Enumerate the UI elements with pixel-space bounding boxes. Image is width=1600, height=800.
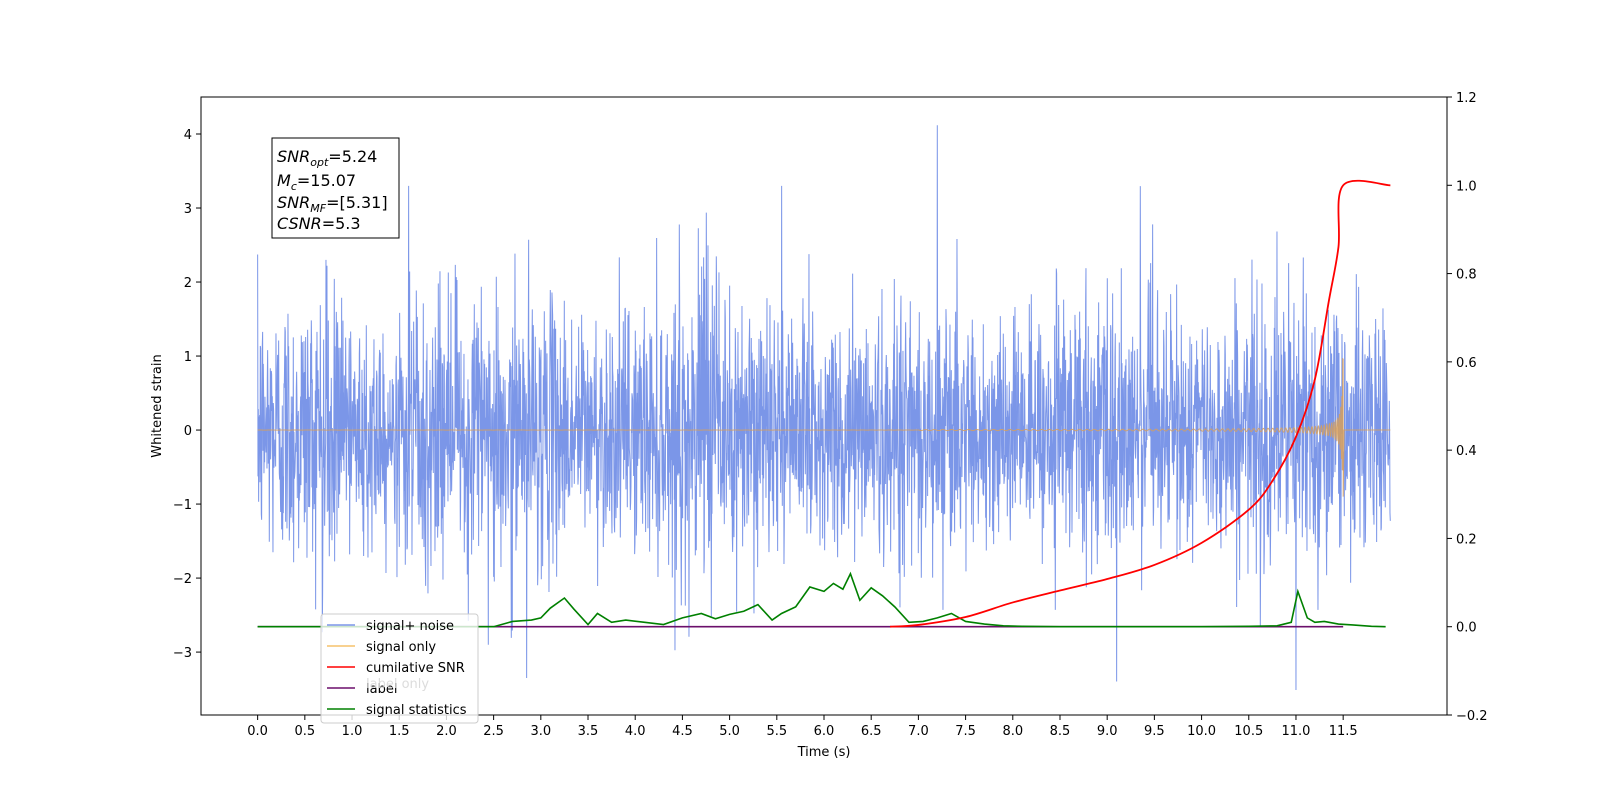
y2-tick-label: 0.2 [1456, 532, 1477, 547]
legend-label: signal+ noise [366, 619, 454, 634]
y-tick-label: 4 [184, 128, 192, 143]
x-tick-label: 9.0 [1097, 724, 1118, 739]
y2-tick-label: 0.0 [1456, 621, 1477, 636]
series-cumulative-snr [890, 179, 1391, 628]
x-tick-label: 10.0 [1187, 724, 1216, 739]
x-axis-label: Time (s) [797, 745, 851, 760]
y-tick-label: −1 [173, 498, 192, 513]
y-tick-label: 1 [184, 350, 192, 365]
x-tick-label: 2.5 [483, 724, 504, 739]
info-mc: Mc=15.07 [277, 171, 356, 193]
x-tick-label: 6.5 [861, 724, 882, 739]
legend-label-hidden: label only [366, 677, 429, 692]
y-tick-label: −3 [173, 646, 192, 661]
x-tick-label: 0.5 [294, 724, 315, 739]
series-signal-statistics [257, 571, 1386, 628]
x-tick-label: 4.5 [672, 724, 693, 739]
y-tick-label: 0 [184, 424, 192, 439]
legend-frame [320, 613, 479, 724]
y-tick-label: 2 [184, 276, 192, 291]
x-tick-label: 8.5 [1050, 724, 1071, 739]
x-tick-label: 8.0 [1002, 724, 1023, 739]
x-tick-label: 4.0 [625, 724, 646, 739]
y2-axis-ticks: −0.2 0.0 0.2 0.4 0.6 0.8 1.0 1.2 [1447, 91, 1488, 724]
x-tick-label: 6.0 [814, 724, 835, 739]
info-snr-opt: SNRopt=5.24 [277, 147, 377, 169]
x-tick-label: 3.0 [530, 724, 551, 739]
legend-label: signal statistics [366, 703, 467, 718]
y2-tick-label: 0.4 [1456, 444, 1477, 459]
y2-tick-label: 0.8 [1456, 268, 1477, 283]
x-tick-label: 7.5 [955, 724, 976, 739]
series-signal-only [257, 358, 1391, 497]
y2-tick-label: 1.2 [1456, 91, 1477, 106]
x-tick-label: 0.0 [247, 724, 268, 739]
legend-label: signal only [366, 640, 436, 655]
legend-label: cumilative SNR [366, 661, 465, 676]
x-tick-label: 11.5 [1329, 724, 1358, 739]
y-axis-ticks: −3 −2 −1 0 1 2 3 4 [173, 128, 201, 661]
x-tick-label: 5.5 [766, 724, 787, 739]
x-tick-label: 1.0 [342, 724, 363, 739]
info-snr-mf: SNRMF=[5.31] [277, 193, 388, 215]
series-signal-noise [257, 125, 1391, 691]
x-tick-label: 11.0 [1281, 724, 1310, 739]
y2-tick-label: 1.0 [1456, 179, 1477, 194]
info-csnr: CSNR=5.3 [277, 214, 361, 233]
series-layer [257, 125, 1391, 691]
x-tick-label: 2.0 [436, 724, 457, 739]
y-axis-label: Whitened strain [150, 354, 165, 457]
x-axis-ticks: 0.0 0.5 1.0 1.5 2.0 2.5 3.0 3.5 4.0 4.5 5.0 5.5 6.0 6… [247, 715, 1358, 739]
y-tick-label: 3 [184, 202, 192, 217]
x-tick-label: 1.5 [389, 724, 410, 739]
x-tick-label: 10.5 [1234, 724, 1263, 739]
y-tick-label: −2 [173, 572, 192, 587]
x-tick-label: 3.5 [578, 724, 599, 739]
x-tick-label: 5.0 [719, 724, 740, 739]
y2-tick-label: −0.2 [1456, 709, 1488, 724]
x-tick-label: 9.5 [1144, 724, 1165, 739]
y2-tick-label: 0.6 [1456, 356, 1477, 371]
info-box: SNRopt=5.24 Mc=15.07 SNRMF=[5.31] CSNR=5… [271, 137, 400, 239]
legend-label: label [366, 682, 397, 697]
x-tick-label: 7.0 [908, 724, 929, 739]
info-box-frame [271, 137, 400, 239]
